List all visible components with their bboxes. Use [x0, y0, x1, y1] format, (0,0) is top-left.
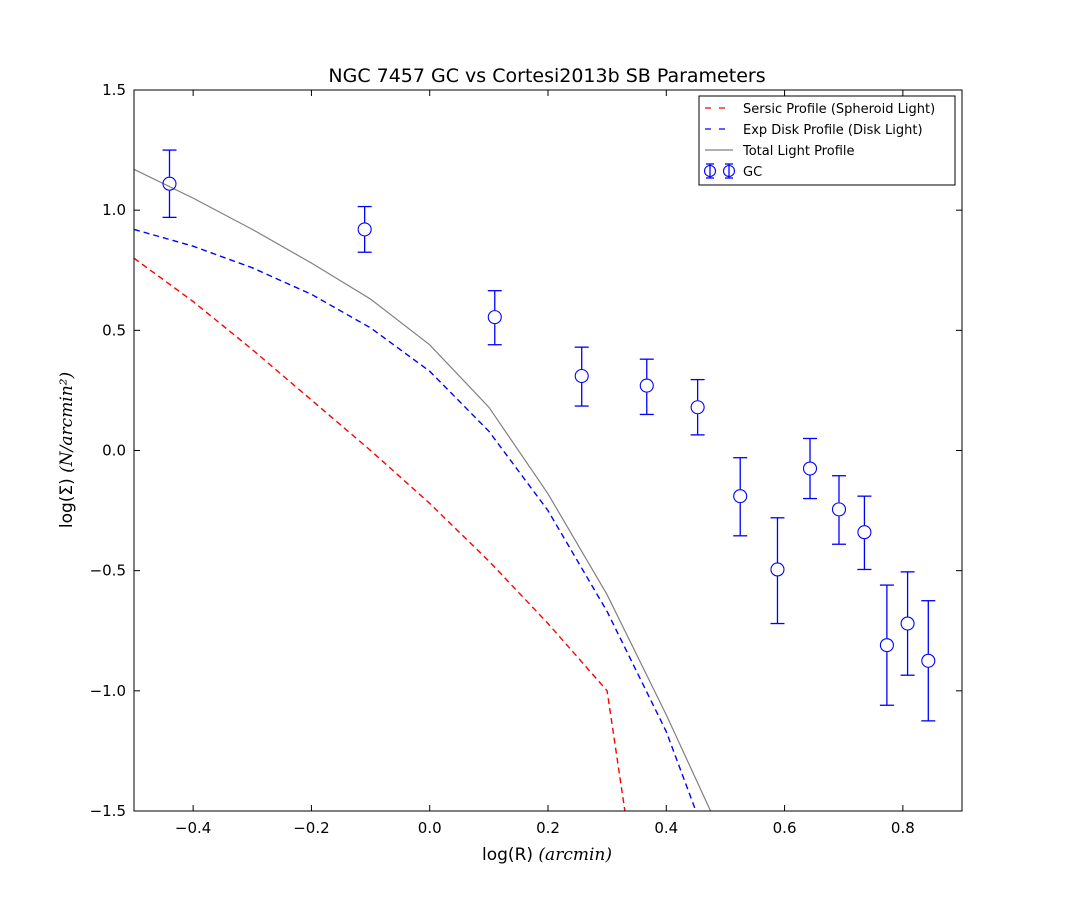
legend-box	[698, 95, 956, 186]
legend: Sersic Profile (Spheroid Light) Exp Disk …	[698, 95, 956, 186]
gc-marker	[857, 525, 872, 540]
gc-errorbars	[162, 149, 936, 722]
gc-marker	[733, 489, 748, 504]
y-tick-label: −1.5	[90, 802, 126, 820]
gc-point	[487, 290, 502, 346]
gc-marker	[690, 400, 705, 415]
gc-point	[857, 495, 872, 571]
x-tick-label: 0.8	[891, 819, 915, 837]
y-tick-label: 1.5	[102, 81, 126, 99]
x-axis-label-text: log(R)	[482, 845, 538, 865]
legend-entry: GC	[703, 163, 762, 180]
series-line-sersic	[134, 257, 626, 811]
x-tick-label: 0.6	[773, 819, 797, 837]
legend-entry: Total Light Profile	[705, 144, 855, 159]
legend-entry: Sersic Profile (Spheroid Light)	[705, 102, 935, 117]
series-line-exp	[134, 228, 697, 811]
legend-label: GC	[743, 165, 762, 180]
gc-marker	[831, 502, 847, 517]
chart-title: NGC 7457 GC vs Cortesi2013b SB Parameter…	[328, 65, 765, 87]
y-axis-label-math: (N/arcmin²)	[57, 372, 77, 473]
x-axis-label: log(R) (arcmin)	[482, 845, 612, 865]
gc-point	[879, 584, 894, 706]
gc-marker	[921, 653, 936, 668]
gc-marker	[879, 638, 894, 653]
gc-marker	[802, 461, 818, 476]
legend-entry: Exp Disk Profile (Disk Light)	[705, 123, 923, 138]
gc-point	[357, 205, 372, 253]
x-tick-label: 0.0	[418, 819, 442, 837]
gc-marker	[162, 176, 177, 191]
gc-point	[733, 457, 748, 537]
x-axis-label-math: (arcmin)	[538, 845, 612, 865]
profile-lines	[134, 168, 712, 811]
legend-label: Sersic Profile (Spheroid Light)	[743, 102, 935, 117]
gc-marker	[770, 562, 785, 577]
gc-point	[574, 346, 589, 407]
gc-point	[802, 437, 818, 500]
gc-marker	[639, 378, 654, 393]
gc-marker	[900, 616, 915, 631]
x-tick-label: −0.4	[175, 819, 211, 837]
y-tick-label: 0.0	[102, 442, 126, 460]
gc-point	[900, 571, 915, 676]
series-line-total	[134, 168, 712, 811]
gc-marker	[487, 310, 502, 325]
gc-point	[921, 600, 936, 722]
x-tick-label: 0.4	[654, 819, 678, 837]
y-tick-label: −0.5	[90, 562, 126, 580]
y-axis-label-text: log(Σ)	[57, 473, 77, 528]
legend-marker	[703, 164, 717, 178]
gc-point	[639, 358, 654, 416]
gc-point	[162, 149, 177, 219]
y-tick-label: −1.0	[90, 682, 126, 700]
y-axis-label: log(Σ) (N/arcmin²)	[57, 372, 77, 528]
legend-marker	[722, 164, 736, 178]
x-tick-label: 0.2	[536, 819, 560, 837]
gc-point	[831, 475, 847, 545]
gc-point	[770, 517, 785, 625]
x-tick-label: −0.2	[293, 819, 329, 837]
gc-marker	[357, 222, 372, 237]
gc-marker	[574, 368, 589, 384]
legend-label: Exp Disk Profile (Disk Light)	[743, 123, 923, 138]
y-tick-label: 0.5	[102, 321, 126, 339]
gc-point	[690, 378, 705, 436]
axis-ticks: −0.4 −0.2 0.0 0.2 0.4 0.6 0.8 −1.5 −1.0 −0.5 0.0 0.…	[90, 81, 962, 837]
y-tick-label: 1.0	[102, 201, 126, 219]
legend-label: Total Light Profile	[742, 144, 855, 159]
